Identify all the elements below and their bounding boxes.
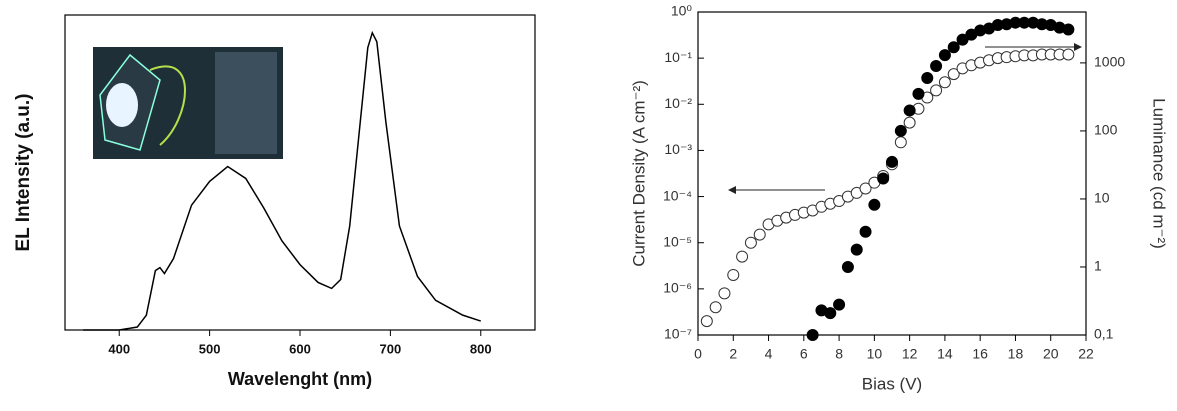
arrowhead-right (1074, 43, 1082, 51)
data-point (930, 60, 943, 73)
data-point (833, 298, 846, 311)
data-point (938, 49, 951, 62)
y-axis-title: EL Intensity (a.u.) (13, 93, 34, 251)
x-axis-title: Bias (V) (862, 374, 922, 393)
x-tick-label: 400 (108, 341, 130, 356)
x-tick-label: 2 (729, 346, 737, 362)
y2-tick-label: 1000 (1094, 54, 1125, 70)
data-point (903, 104, 916, 117)
y-tick-label: 10⁻⁵ (663, 233, 692, 249)
x-axis-title: Wavelenght (nm) (228, 369, 372, 389)
photo-wire (149, 65, 186, 146)
x-tick-label: 0 (694, 346, 702, 362)
data-point (700, 315, 713, 328)
x-tick-label: 8 (835, 346, 843, 362)
y-axis-title: Current Density (A cm⁻²) (629, 80, 648, 267)
y-tick-label: 10⁻³ (664, 141, 692, 157)
y2-axis-title: Luminance (cd m⁻²) (1150, 98, 1169, 249)
data-point (894, 124, 907, 137)
photo-light (106, 83, 138, 127)
y-tick-label: 10⁻⁶ (663, 280, 692, 296)
y-tick-label: 10⁰ (671, 3, 693, 19)
x-tick-label: 600 (289, 341, 311, 356)
data-point (806, 329, 819, 341)
photo-poster (215, 52, 277, 154)
x-tick-label: 22 (1078, 346, 1094, 362)
arrowhead-left (728, 186, 736, 194)
x-tick-label: 4 (765, 346, 773, 362)
data-point (841, 260, 854, 273)
data-point (886, 155, 898, 168)
data-point (947, 68, 960, 81)
y-tick-label: 10⁻⁴ (663, 187, 692, 203)
data-point (727, 268, 740, 281)
spectrum-line (83, 30, 482, 331)
data-point (859, 182, 872, 195)
plot-frame (697, 11, 1087, 336)
data-point (921, 71, 934, 84)
x-tick-label: 20 (1043, 346, 1059, 362)
data-point (744, 236, 757, 249)
x-tick-label: 500 (199, 341, 221, 356)
y2-tick-label: 100 (1094, 122, 1118, 138)
data-point (753, 228, 766, 241)
y-tick-label: 10⁻¹ (664, 49, 692, 65)
chart: 0 2 4 6 8 10 12 14 16 18 20 22 10⁻⁷ 10⁻⁶ 10⁻⁵ 10⁻⁴ 10⁻³ 1… (629, 3, 1168, 394)
x-tick-label: 10 (867, 346, 883, 362)
data-point (868, 198, 881, 211)
y2-tick-label: 10 (1094, 190, 1110, 206)
x-tick-label: 14 (937, 346, 953, 362)
data-point (894, 136, 907, 149)
x-tick-label: 800 (470, 341, 492, 356)
data-point (859, 225, 872, 238)
data-point (877, 172, 890, 185)
x-tick-label: 700 (380, 341, 402, 356)
data-point (1062, 23, 1075, 36)
chart: 400 500 600 700 800 Wavelenght (nm) EL Intensi… (13, 14, 536, 389)
data-point (930, 84, 943, 97)
x-tick-label: 16 (972, 346, 988, 362)
data-point (736, 250, 749, 263)
data-point (903, 116, 916, 129)
data-point (718, 287, 731, 300)
data-point (850, 243, 863, 256)
data-point (824, 307, 837, 320)
data-point (938, 76, 951, 89)
y-tick-label: 10⁻⁷ (664, 326, 692, 342)
x-tick-label: 12 (902, 346, 918, 362)
y2-tick-label: 0,1 (1094, 326, 1114, 342)
x-tick-label: 18 (1008, 346, 1024, 362)
data-point (709, 301, 722, 314)
data-point (1062, 48, 1075, 61)
inset-photo (93, 47, 283, 159)
data-point (912, 87, 925, 100)
data-point (947, 41, 960, 54)
x-tick-label: 6 (800, 346, 808, 362)
y2-tick-label: 1 (1094, 258, 1102, 274)
y-tick-label: 10⁻² (664, 95, 692, 111)
